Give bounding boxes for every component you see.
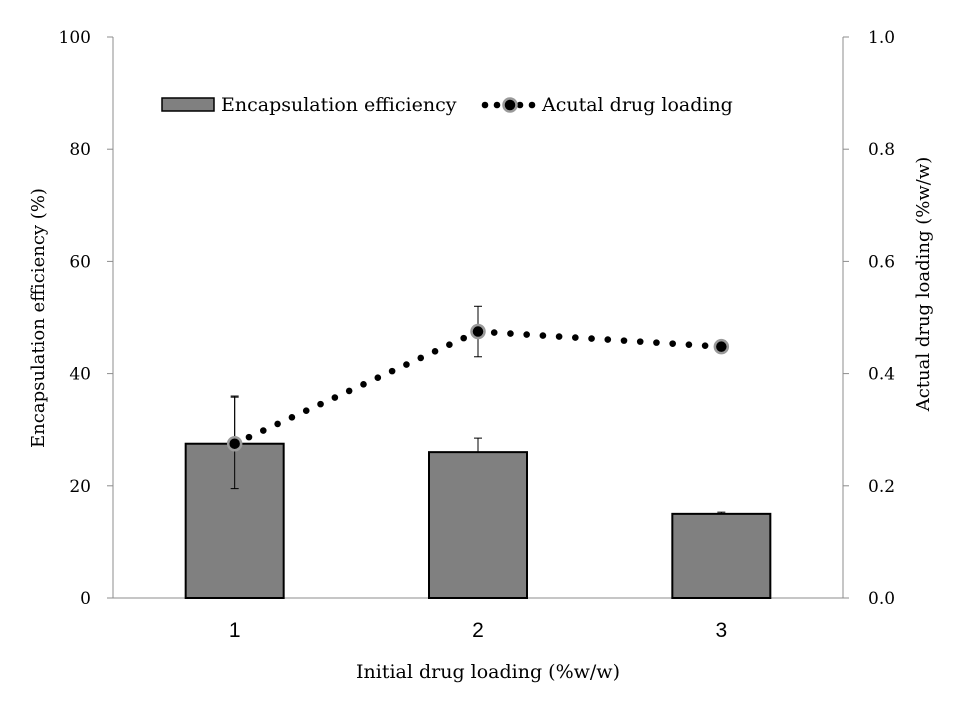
y-tick-label: 100 xyxy=(59,28,91,48)
line-dot xyxy=(388,367,396,375)
line-dot xyxy=(490,329,498,336)
line-dot xyxy=(555,333,563,340)
line-dot xyxy=(374,374,382,382)
line-dot xyxy=(460,334,467,342)
line-dot xyxy=(446,341,453,349)
line-dot xyxy=(669,340,676,347)
line-dot xyxy=(604,336,612,343)
legend-swatch-line xyxy=(481,97,536,113)
y-axis-label: Encapsulation efficiency (%) xyxy=(28,188,49,448)
y2-tick-label: 0.4 xyxy=(868,365,895,385)
line-point xyxy=(226,435,243,452)
line-dot xyxy=(620,337,628,344)
line-dot xyxy=(302,407,310,415)
y-tick-label: 40 xyxy=(69,365,91,385)
line-dot xyxy=(653,339,660,346)
tick-labels: 0 20 40 60 80 100 0.0 0.2 0.4 0.6 0.8 1.0 1 2 3 xyxy=(59,28,896,642)
x-axis-label: Initial drug loading (%w/w) xyxy=(356,661,620,683)
line-series xyxy=(226,305,730,490)
line-dot xyxy=(507,330,514,337)
x-tick-label: 3 xyxy=(715,619,727,642)
y-tick-label: 0 xyxy=(80,589,91,609)
line-dot xyxy=(636,338,644,345)
x-tick-label: 2 xyxy=(472,619,484,642)
line-dot xyxy=(431,348,439,355)
line-dot xyxy=(345,387,353,395)
line-dot xyxy=(360,381,367,388)
line-dot xyxy=(274,420,281,428)
bars xyxy=(184,396,772,600)
y2-axis-label: Actual drug loading (%w/w) xyxy=(913,157,934,413)
y2-tick-label: 0.0 xyxy=(868,589,895,609)
line-dot xyxy=(685,341,693,348)
line-dot xyxy=(288,414,296,421)
y2-tick-label: 0.8 xyxy=(868,140,895,160)
line-dot xyxy=(403,361,410,368)
y-tick-label: 80 xyxy=(69,140,91,160)
line-dot xyxy=(701,342,709,349)
y2-tick-label: 0.6 xyxy=(868,252,895,272)
line-dot xyxy=(245,433,253,441)
line-dot xyxy=(539,332,547,339)
y2-tick-label: 0.2 xyxy=(868,477,895,497)
legend-label-drug-loading: Acutal drug loading xyxy=(541,94,733,116)
legend-label-encapsulation: Encapsulation efficiency xyxy=(221,94,457,116)
bar xyxy=(671,512,772,599)
line-dot xyxy=(259,427,267,434)
line-dot xyxy=(523,331,530,338)
line-dot xyxy=(588,335,595,342)
y-tick-label: 20 xyxy=(69,477,91,497)
line-point xyxy=(470,323,486,340)
line-dot xyxy=(572,334,579,341)
line-point xyxy=(713,338,730,355)
legend: Encapsulation efficiency Acutal drug loa… xyxy=(161,94,733,116)
y-tick-label: 60 xyxy=(69,252,91,272)
bar xyxy=(428,451,528,600)
line-dot xyxy=(417,354,425,362)
y2-tick-label: 1.0 xyxy=(868,28,895,48)
x-tick-label: 1 xyxy=(229,619,241,642)
legend-swatch-bar xyxy=(161,97,215,112)
line-dot xyxy=(317,400,324,408)
line-dot xyxy=(331,394,339,401)
